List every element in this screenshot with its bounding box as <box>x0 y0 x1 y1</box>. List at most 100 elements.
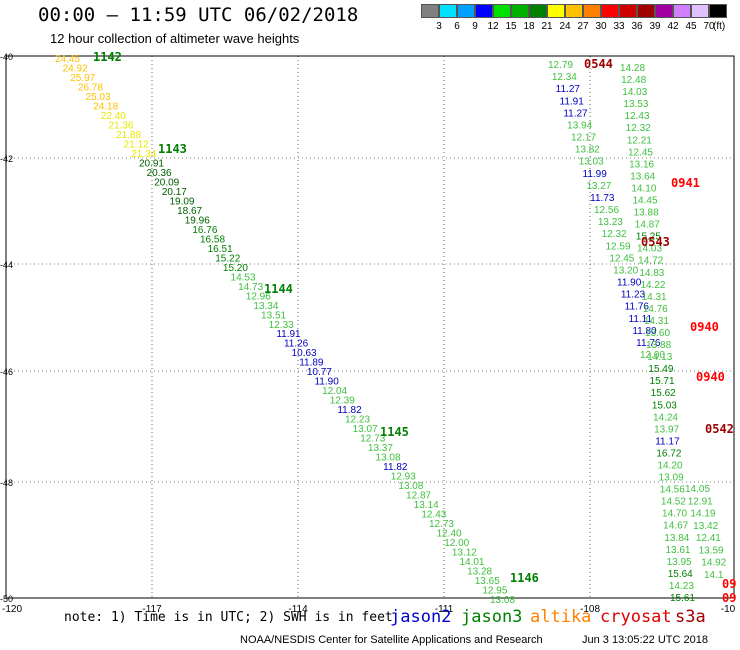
color-scale-label: 36 <box>631 21 643 32</box>
wave-height-label: 22.40 <box>101 111 126 122</box>
wave-height-label: 21.12 <box>124 139 149 150</box>
wave-height-label: 14.31 <box>642 292 667 303</box>
wave-height-label: 26.78 <box>78 82 103 93</box>
wave-height-label: 13.16 <box>629 159 654 170</box>
color-swatch <box>619 4 637 18</box>
wave-height-label: 12.00 <box>444 538 469 549</box>
wave-height-label: 14.1 <box>704 570 724 581</box>
wave-height-label: 18.67 <box>177 206 202 217</box>
color-scale-label: 30 <box>595 21 607 32</box>
wave-height-label: 13.53 <box>623 99 648 110</box>
wave-height-label: 12.17 <box>571 133 596 144</box>
wave-height-label: 13.23 <box>598 217 623 228</box>
wave-height-label: 11.82 <box>337 405 362 416</box>
wave-height-label: 12.39 <box>330 396 355 407</box>
wave-height-label: 12.33 <box>269 320 294 331</box>
color-swatch <box>673 4 691 18</box>
color-swatch <box>457 4 475 18</box>
wave-height-label: 13.95 <box>667 557 692 568</box>
x-tick-label: -10 <box>721 604 736 615</box>
wave-height-label: 12.93 <box>391 472 416 483</box>
wave-height-label: 12.40 <box>437 529 462 540</box>
wave-height-label: 14.19 <box>690 509 715 520</box>
color-scale-label: 21 <box>541 21 553 32</box>
wave-height-label: 13.37 <box>368 443 393 454</box>
wave-height-label: 16.51 <box>208 244 233 255</box>
wave-height-label: 12.43 <box>625 111 650 122</box>
wave-height-label: 14.05 <box>685 484 710 495</box>
x-tick-label: -117 <box>142 604 162 615</box>
y-tick-label: -44 <box>0 260 13 270</box>
pass-time-label: 09 <box>722 577 736 591</box>
wave-height-label: 12.48 <box>621 75 646 86</box>
wave-height-label: 19.09 <box>169 196 194 207</box>
wave-height-label: 15.49 <box>648 364 673 375</box>
pass-time-label: 0940 <box>696 370 725 384</box>
wave-height-label: 12.32 <box>626 123 651 134</box>
wave-height-label: 15.22 <box>215 253 240 264</box>
wave-height-label: 14.03 <box>622 87 647 98</box>
wave-height-label: 12.73 <box>360 434 385 445</box>
wave-height-label: 11.91 <box>560 96 585 107</box>
wave-height-label: 12.96 <box>246 291 271 302</box>
y-tick-label: -48 <box>0 478 13 488</box>
wave-height-label: 14.24 <box>653 412 678 423</box>
wave-height-label: 11.90 <box>314 377 339 388</box>
wave-height-label: 13.09 <box>659 473 684 484</box>
wave-height-label: 14.87 <box>635 220 660 231</box>
wave-height-label: 14.83 <box>639 268 664 279</box>
color-swatch <box>601 4 619 18</box>
wave-height-label: 13.88 <box>646 340 671 351</box>
wave-height-label: 13.34 <box>253 301 278 312</box>
wave-height-label: 13.61 <box>665 545 690 556</box>
wave-height-label: 20.09 <box>154 177 179 188</box>
wave-height-label: 14.23 <box>669 581 694 592</box>
footer-note: note: 1) Time is in UTC; 2) SWH is in fe… <box>64 610 393 625</box>
color-swatch <box>439 4 457 18</box>
color-swatch <box>421 4 439 18</box>
pass-time-label: 1142 <box>93 50 122 64</box>
wave-height-label: 15.25 <box>636 232 661 243</box>
x-tick-label: -114 <box>288 604 308 615</box>
wave-height-label: 14.70 <box>662 509 687 520</box>
wave-height-label: 21.34 <box>131 149 156 160</box>
wave-height-label: 13.08 <box>490 595 515 606</box>
wave-height-label: 13.60 <box>645 328 670 339</box>
wave-height-label: 14.03 <box>637 244 662 255</box>
wave-height-label: 11.23 <box>621 290 646 301</box>
color-scale-label: 39 <box>649 21 661 32</box>
color-swatch <box>475 4 493 18</box>
wave-height-label: 12.32 <box>602 229 627 240</box>
color-scale-unit: (ft) <box>713 21 726 32</box>
wave-height-label: 12.04 <box>322 386 347 397</box>
wave-height-label: 10.63 <box>292 348 317 359</box>
wave-height-label: 13.94 <box>567 120 592 131</box>
wave-height-label: 14.22 <box>640 280 665 291</box>
wave-height-label: 13.84 <box>664 533 689 544</box>
wave-height-label: 24.18 <box>93 101 118 112</box>
wave-height-label: 25.03 <box>86 92 111 103</box>
pass-time-label: 1143 <box>158 142 187 156</box>
wave-height-label: 11.90 <box>617 278 642 289</box>
pass-time-label: 1145 <box>380 425 409 439</box>
wave-height-label: 20.17 <box>162 187 187 198</box>
wave-height-label: 12.56 <box>594 205 619 216</box>
wave-height-label: 12.00 <box>640 350 665 361</box>
color-scale-label: 24 <box>559 21 571 32</box>
wave-height-label: 16.58 <box>200 234 225 245</box>
wave-height-label: 11.76 <box>636 338 661 349</box>
wave-height-label: 14.28 <box>620 63 645 74</box>
wave-height-label: 12.45 <box>628 147 653 158</box>
wave-height-label: 15.03 <box>652 400 677 411</box>
wave-height-label: 11.17 <box>655 436 680 447</box>
wave-height-label: 24.45 <box>55 54 80 65</box>
wave-height-label: 12.34 <box>552 72 577 83</box>
color-swatch <box>547 4 565 18</box>
wave-height-label: 13.97 <box>654 424 679 435</box>
wave-height-label: 16.76 <box>192 225 217 236</box>
wave-height-label: 15.71 <box>650 376 675 387</box>
pass-time-label: 0544 <box>584 57 613 71</box>
wave-height-label: 14.52 <box>661 497 686 508</box>
pass-time-label: 0543 <box>641 235 670 249</box>
